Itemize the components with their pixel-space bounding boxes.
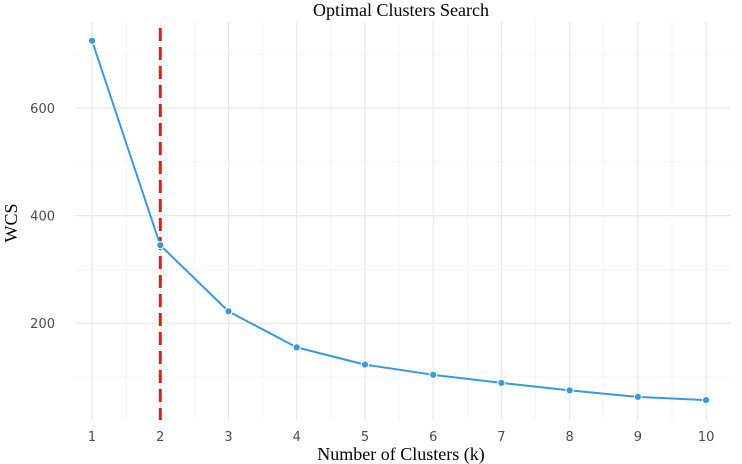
data-point xyxy=(702,396,711,405)
x-tick-label: 7 xyxy=(497,430,505,445)
x-tick-label: 5 xyxy=(361,430,369,445)
x-axis-label: Number of Clusters (k) xyxy=(317,444,484,464)
chart-title: Optimal Clusters Search xyxy=(313,0,489,20)
x-tick-label: 9 xyxy=(634,430,642,445)
y-tick-label: 200 xyxy=(30,317,55,332)
x-axis-ticks: 1 2 3 4 5 6 7 8 9 10 xyxy=(88,430,714,445)
data-point xyxy=(497,378,506,387)
data-point xyxy=(565,386,574,395)
grid-lines xyxy=(75,22,730,420)
y-axis-label: WCS xyxy=(1,203,21,242)
x-tick-label: 2 xyxy=(156,430,164,445)
y-tick-label: 400 xyxy=(30,210,55,225)
x-tick-label: 3 xyxy=(224,430,232,445)
y-tick-label: 600 xyxy=(30,102,55,117)
data-point xyxy=(224,307,233,316)
y-axis-ticks: 200 400 600 xyxy=(30,102,55,332)
data-point xyxy=(633,392,642,401)
x-tick-label: 8 xyxy=(566,430,574,445)
series-group xyxy=(87,36,711,405)
data-point xyxy=(360,360,370,369)
data-point xyxy=(156,241,165,250)
x-tick-label: 4 xyxy=(293,430,301,445)
series-line xyxy=(91,40,707,402)
data-point xyxy=(292,343,301,352)
x-tick-label: 1 xyxy=(88,430,96,445)
x-tick-label: 6 xyxy=(429,430,437,445)
x-tick-label: 10 xyxy=(698,430,715,445)
data-point xyxy=(429,370,438,379)
data-point xyxy=(87,36,97,45)
